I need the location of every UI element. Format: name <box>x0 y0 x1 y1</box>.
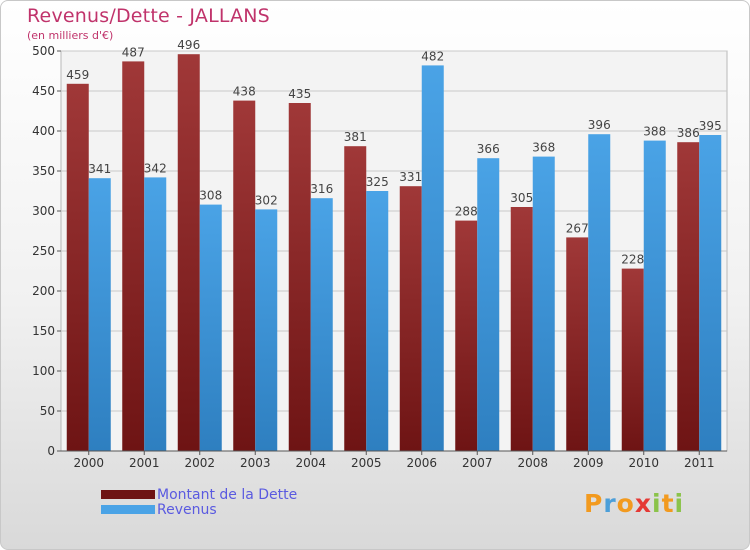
y-tick-label: 400 <box>32 124 55 138</box>
x-tick-label: 2001 <box>129 456 160 470</box>
bar-revenus <box>588 134 611 451</box>
bar-revenus <box>532 156 555 451</box>
legend-item-dette: Montant de la Dette <box>101 486 298 503</box>
data-label-revenus: 325 <box>366 175 389 189</box>
x-tick-label: 2000 <box>73 456 104 470</box>
legend-swatch-dette <box>101 490 155 499</box>
y-tick-label: 250 <box>32 244 55 258</box>
data-label-revenus: 368 <box>532 141 555 155</box>
bar-dette <box>621 268 644 451</box>
legend-swatch-revenus <box>101 505 155 514</box>
bar-revenus <box>88 178 111 451</box>
data-label-dette: 381 <box>344 130 367 144</box>
y-tick-label: 150 <box>32 324 55 338</box>
data-label-dette: 331 <box>399 170 422 184</box>
data-label-revenus: 308 <box>199 189 222 203</box>
y-tick-label: 300 <box>32 204 55 218</box>
data-label-dette: 487 <box>122 45 145 59</box>
y-tick-label: 500 <box>32 44 55 58</box>
x-tick-label: 2008 <box>517 456 548 470</box>
bar-dette <box>399 186 422 451</box>
x-tick-label: 2010 <box>628 456 659 470</box>
y-tick-label: 450 <box>32 84 55 98</box>
data-label-revenus: 396 <box>588 118 611 132</box>
legend-label-dette: Montant de la Dette <box>157 486 298 503</box>
bar-dette <box>344 146 367 451</box>
bar-revenus <box>699 135 722 451</box>
data-label-dette: 459 <box>66 68 89 82</box>
data-label-revenus: 342 <box>144 161 167 175</box>
x-tick-label: 2006 <box>406 456 437 470</box>
bar-revenus <box>421 65 444 452</box>
data-label-revenus: 366 <box>477 142 500 156</box>
data-label-revenus: 482 <box>421 49 444 63</box>
data-label-revenus: 316 <box>310 182 333 196</box>
data-label-revenus: 395 <box>699 119 722 133</box>
data-label-dette: 438 <box>233 85 256 99</box>
x-tick-label: 2005 <box>351 456 382 470</box>
bar-revenus <box>477 158 500 451</box>
legend: Montant de la Dette Revenus <box>101 486 298 518</box>
data-label-revenus: 302 <box>255 193 278 207</box>
x-tick-label: 2004 <box>295 456 326 470</box>
bar-revenus <box>643 140 666 451</box>
chart-title: Revenus/Dette - JALLANS <box>27 5 270 27</box>
data-label-dette: 267 <box>566 221 589 235</box>
bar-dette <box>677 142 700 451</box>
chart-subtitle: (en milliers d'€) <box>27 29 114 42</box>
bar-dette <box>122 61 145 452</box>
y-tick-label: 50 <box>40 404 55 418</box>
bar-dette <box>510 207 533 451</box>
y-tick-label: 0 <box>47 444 55 458</box>
data-label-dette: 305 <box>510 191 533 205</box>
x-tick-label: 2002 <box>184 456 215 470</box>
data-label-dette: 386 <box>677 126 700 140</box>
x-tick-label: 2003 <box>240 456 271 470</box>
x-tick-label: 2011 <box>684 456 715 470</box>
legend-item-revenus: Revenus <box>101 501 297 518</box>
x-tick-label: 2009 <box>573 456 604 470</box>
x-tick-label: 2007 <box>462 456 493 470</box>
data-label-revenus: 341 <box>88 162 111 176</box>
data-label-dette: 496 <box>177 38 200 52</box>
bar-revenus <box>366 191 389 451</box>
bar-revenus <box>255 209 278 451</box>
bar-dette <box>233 100 256 451</box>
brand-logo: Proxiti <box>584 489 685 518</box>
bar-dette <box>66 83 89 452</box>
bar-dette <box>455 220 478 451</box>
y-tick-label: 200 <box>32 284 55 298</box>
y-tick-label: 100 <box>32 364 55 378</box>
data-label-dette: 435 <box>288 87 311 101</box>
bar-dette <box>177 54 200 451</box>
data-label-dette: 288 <box>455 205 478 219</box>
data-label-revenus: 388 <box>643 125 666 139</box>
bar-revenus <box>199 204 222 451</box>
data-label-dette: 228 <box>621 253 644 267</box>
bar-revenus <box>144 177 167 451</box>
legend-label-revenus: Revenus <box>157 501 217 518</box>
bar-revenus <box>310 198 333 451</box>
bar-dette <box>566 237 589 451</box>
bar-dette <box>288 103 311 451</box>
y-tick-label: 350 <box>32 164 55 178</box>
